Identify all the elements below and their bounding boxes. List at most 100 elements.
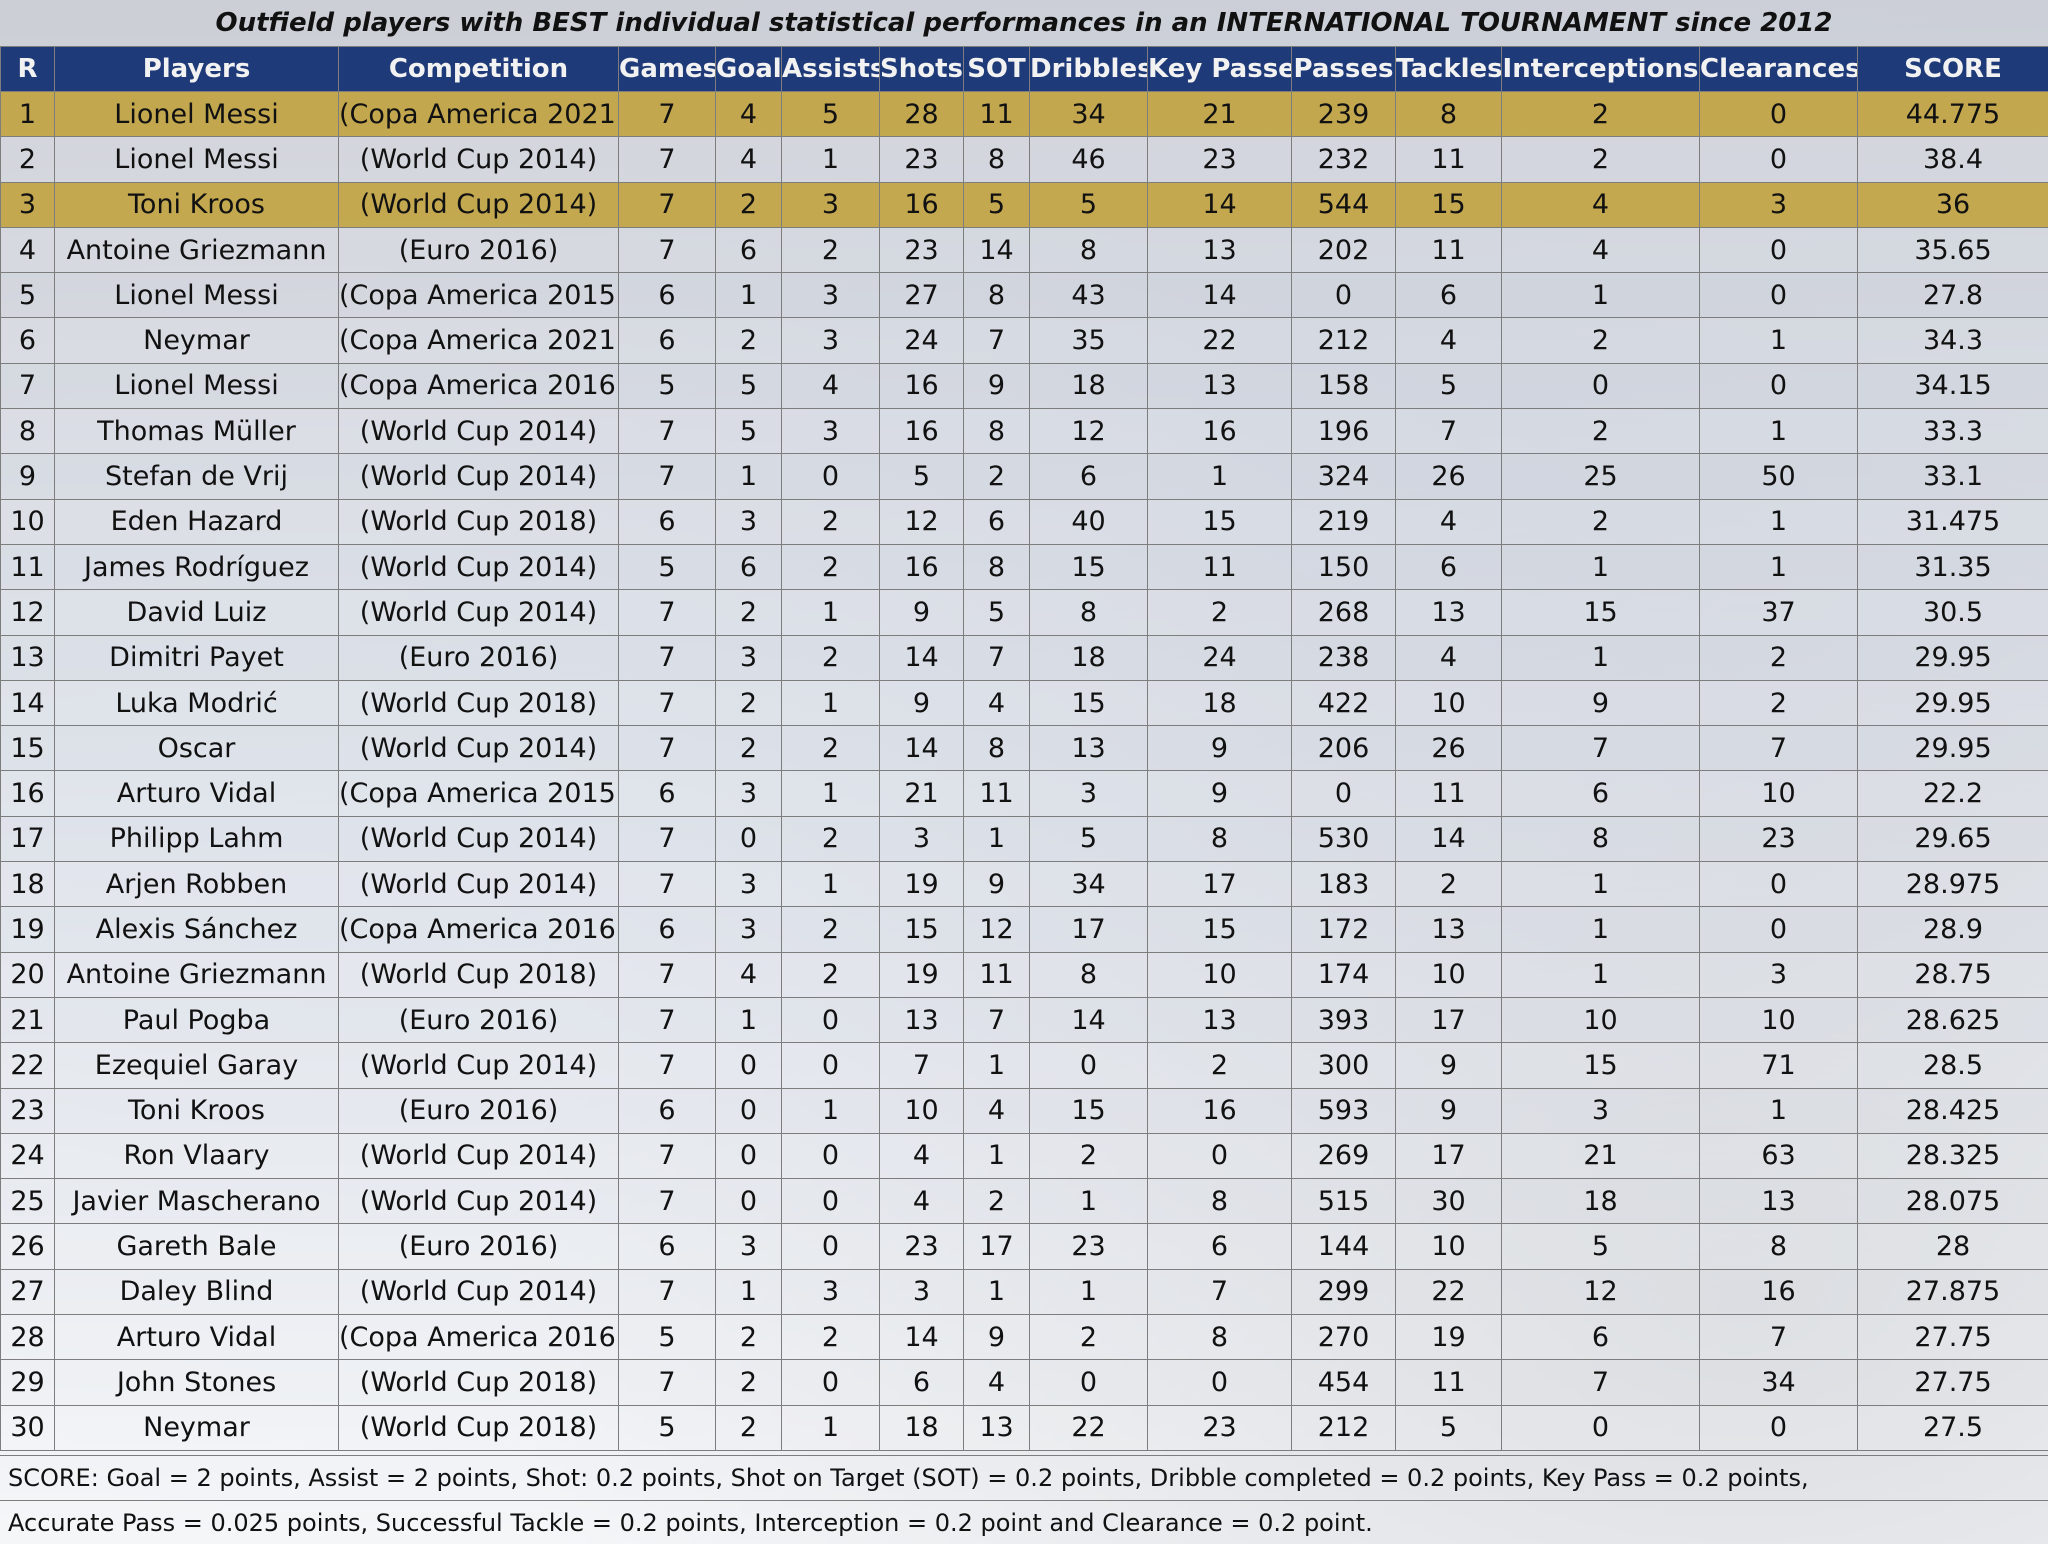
cell-score: 28.325 <box>1857 1132 2048 1180</box>
cell-player: Stefan de Vrij <box>54 453 339 500</box>
cell-goals: 3 <box>715 1223 782 1270</box>
cell-assists: 0 <box>781 1042 880 1089</box>
cell-goals: 5 <box>715 362 782 410</box>
cell-clearances: 71 <box>1699 1042 1858 1089</box>
cell-rank: 2 <box>0 136 55 183</box>
page-title: Outfield players with BEST individual st… <box>215 8 1833 38</box>
table-row: 10 Eden Hazard (World Cup 2018) 6 3 2 12 6 40 15 2… <box>0 498 2048 545</box>
cell-clearances: 0 <box>1699 226 1858 274</box>
cell-clearances: 34 <box>1699 1359 1858 1406</box>
cell-key-passes: 7 <box>1147 1268 1292 1316</box>
cell-clearances: 2 <box>1699 679 1858 727</box>
cell-score: 29.95 <box>1857 634 2048 681</box>
cell-tackles: 10 <box>1395 679 1502 727</box>
cell-player: James Rodríguez <box>54 543 339 591</box>
cell-rank: 1 <box>0 90 55 138</box>
cell-dribbles: 8 <box>1029 589 1148 636</box>
cell-games: 6 <box>618 498 716 545</box>
table-row: 23 Toni Kroos (Euro 2016) 6 0 1 10 4 15 16 593 9 3 1 2… <box>0 1087 2048 1134</box>
cell-assists: 1 <box>781 1404 880 1451</box>
cell-assists: 2 <box>781 815 880 863</box>
cell-interceptions: 6 <box>1501 1314 1700 1361</box>
cell-passes: 212 <box>1291 317 1396 364</box>
cell-player: David Luiz <box>54 589 339 636</box>
table-row: 13 Dimitri Payet (Euro 2016) 7 3 2 14 7 18 24 238 4… <box>0 634 2048 681</box>
cell-tackles: 11 <box>1395 136 1502 183</box>
cell-passes: 150 <box>1291 543 1396 591</box>
cell-key-passes: 15 <box>1147 906 1292 953</box>
cell-passes: 300 <box>1291 1042 1396 1089</box>
cell-games: 7 <box>618 90 716 138</box>
cell-player: Thomas Müller <box>54 408 339 455</box>
cell-sot: 7 <box>963 634 1030 681</box>
cell-shots: 19 <box>879 861 964 908</box>
cell-shots: 9 <box>879 679 964 727</box>
cell-clearances: 63 <box>1699 1132 1858 1180</box>
cell-sot: 6 <box>963 498 1030 545</box>
cell-passes: 270 <box>1291 1314 1396 1361</box>
cell-sot: 2 <box>963 1178 1030 1225</box>
cell-sot: 8 <box>963 272 1030 319</box>
cell-games: 6 <box>618 272 716 319</box>
cell-sot: 4 <box>963 1087 1030 1134</box>
cell-dribbles: 18 <box>1029 634 1148 681</box>
cell-player: Lionel Messi <box>54 90 339 138</box>
cell-shots: 9 <box>879 589 964 636</box>
cell-shots: 5 <box>879 453 964 500</box>
cell-player: Alexis Sánchez <box>54 906 339 953</box>
cell-assists: 1 <box>781 136 880 183</box>
cell-goals: 1 <box>715 996 782 1044</box>
cell-rank: 13 <box>0 634 55 681</box>
cell-key-passes: 6 <box>1147 1223 1292 1270</box>
cell-passes: 239 <box>1291 90 1396 138</box>
cell-assists: 2 <box>781 634 880 681</box>
cell-competition: (World Cup 2018) <box>338 1359 619 1406</box>
cell-score: 35.65 <box>1857 226 2048 274</box>
cell-interceptions: 7 <box>1501 725 1700 772</box>
cell-tackles: 14 <box>1395 815 1502 863</box>
cell-assists: 0 <box>781 996 880 1044</box>
cell-player: Paul Pogba <box>54 996 339 1044</box>
cell-clearances: 1 <box>1699 543 1858 591</box>
cell-dribbles: 3 <box>1029 770 1148 817</box>
cell-score: 30.5 <box>1857 589 2048 636</box>
cell-key-passes: 9 <box>1147 725 1292 772</box>
cell-passes: 593 <box>1291 1087 1396 1134</box>
cell-clearances: 1 <box>1699 408 1858 455</box>
table-row: 1 Lionel Messi (Copa America 2021) 7 4 5 28 11 3… <box>0 90 2048 138</box>
column-header-clearances: Clearances <box>1699 46 1858 92</box>
cell-key-passes: 14 <box>1147 181 1292 228</box>
cell-passes: 269 <box>1291 1132 1396 1180</box>
cell-goals: 2 <box>715 1314 782 1361</box>
cell-clearances: 0 <box>1699 1404 1858 1451</box>
cell-tackles: 5 <box>1395 1404 1502 1451</box>
cell-score: 36 <box>1857 181 2048 228</box>
cell-interceptions: 2 <box>1501 408 1700 455</box>
cell-interceptions: 0 <box>1501 1404 1700 1451</box>
cell-assists: 3 <box>781 408 880 455</box>
cell-score: 27.75 <box>1857 1314 2048 1361</box>
cell-interceptions: 21 <box>1501 1132 1700 1180</box>
cell-sot: 1 <box>963 815 1030 863</box>
cell-games: 7 <box>618 1042 716 1089</box>
cell-rank: 3 <box>0 181 55 228</box>
table-row: 30 Neymar (World Cup 2018) 5 2 1 18 13 22 23 212 5 0… <box>0 1404 2048 1451</box>
cell-games: 5 <box>618 362 716 410</box>
cell-sot: 1 <box>963 1268 1030 1316</box>
column-header-score: SCORE <box>1857 46 2048 92</box>
cell-clearances: 16 <box>1699 1268 1858 1316</box>
cell-interceptions: 1 <box>1501 543 1700 591</box>
cell-dribbles: 34 <box>1029 861 1148 908</box>
cell-rank: 21 <box>0 996 55 1044</box>
table-row: 7 Lionel Messi (Copa America 2016) 5 5 4 16 9 18… <box>0 362 2048 410</box>
cell-passes: 172 <box>1291 906 1396 953</box>
cell-score: 34.3 <box>1857 317 2048 364</box>
cell-player: Neymar <box>54 1404 339 1451</box>
cell-goals: 3 <box>715 634 782 681</box>
cell-sot: 8 <box>963 543 1030 591</box>
cell-games: 5 <box>618 1404 716 1451</box>
cell-clearances: 23 <box>1699 815 1858 863</box>
cell-clearances: 0 <box>1699 362 1858 410</box>
cell-competition: (Copa America 2015) <box>338 272 619 319</box>
cell-games: 6 <box>618 1087 716 1134</box>
